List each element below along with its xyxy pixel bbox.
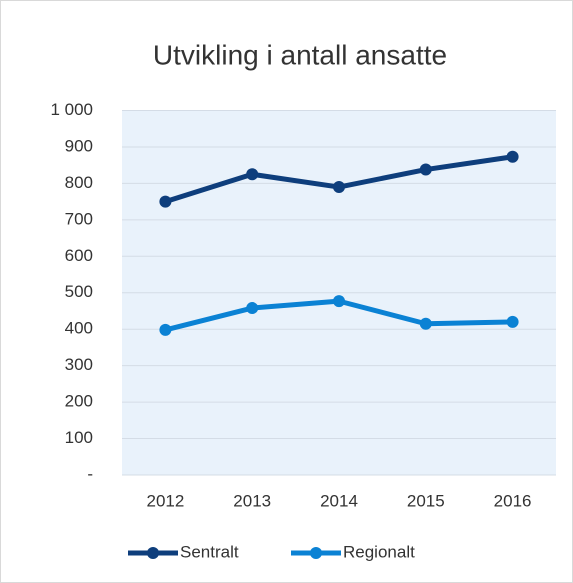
data-point: [333, 181, 345, 194]
x-tick-label: 2012: [146, 491, 184, 510]
data-point: [246, 168, 259, 181]
legend-label: Regionalt: [343, 542, 415, 561]
y-tick-label: 400: [65, 319, 93, 338]
x-tick-label: 2014: [320, 491, 358, 510]
x-tick-label: 2016: [494, 491, 532, 510]
data-point: [506, 315, 519, 328]
data-point: [159, 323, 172, 336]
y-tick-label: 300: [65, 355, 93, 374]
x-tick-label: 2015: [407, 491, 445, 510]
y-tick-label: 700: [65, 209, 93, 228]
data-point: [246, 302, 259, 315]
data-point: [159, 195, 172, 208]
y-tick-label: 600: [65, 246, 93, 265]
y-tick-label: 100: [65, 428, 93, 447]
y-tick-label: 900: [65, 136, 93, 155]
legend-marker: [147, 547, 159, 559]
y-tick-label: 800: [65, 173, 93, 192]
legend-marker: [310, 547, 322, 559]
data-point: [506, 150, 519, 163]
y-tick-label: 500: [65, 282, 93, 301]
data-point: [419, 163, 432, 176]
x-tick-label: 2013: [233, 491, 271, 510]
y-tick-label: 1 000: [50, 100, 93, 119]
chart-title: Utvikling i antall ansatte: [153, 39, 447, 70]
legend-label: Sentralt: [180, 542, 239, 561]
data-point: [333, 295, 345, 308]
y-tick-label: -: [87, 464, 93, 483]
data-point: [419, 317, 432, 330]
y-tick-label: 200: [65, 392, 93, 411]
